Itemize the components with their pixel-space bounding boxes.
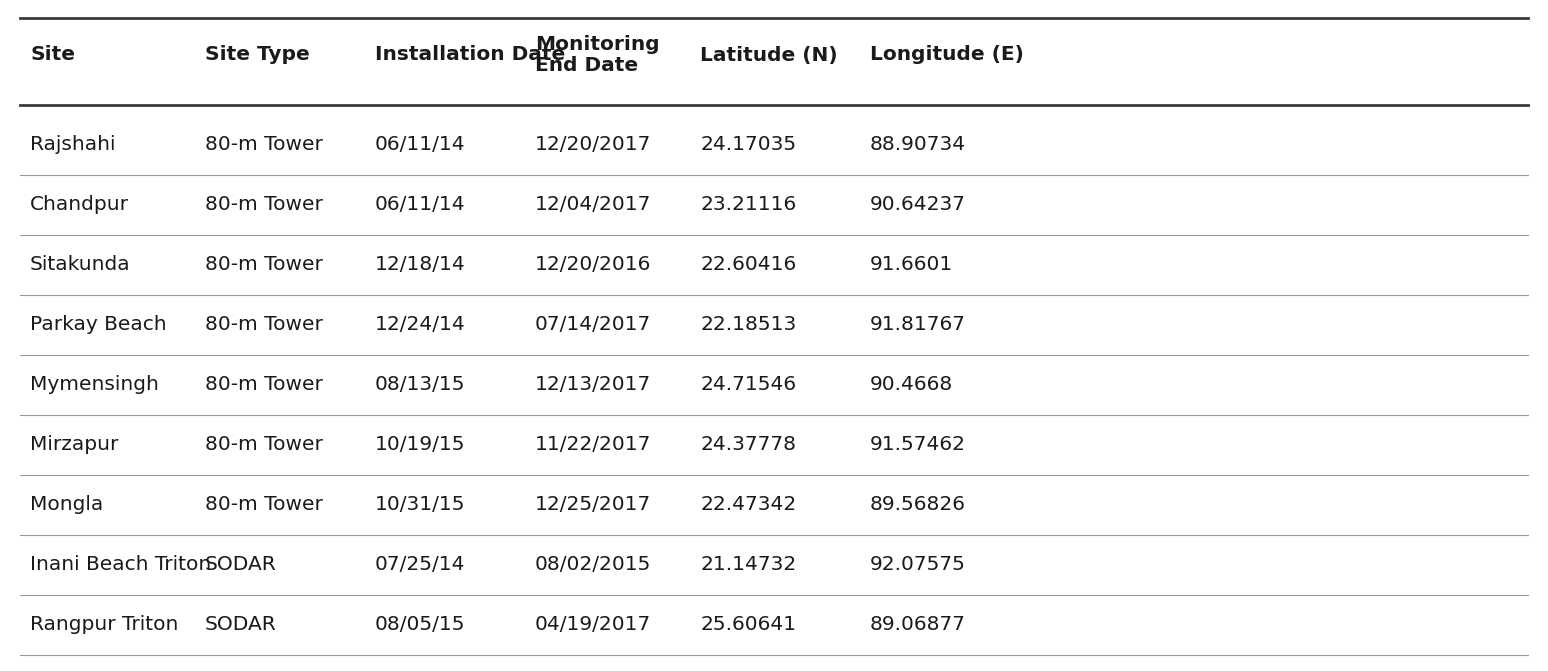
Text: Site Type: Site Type — [204, 46, 310, 64]
Text: 21.14732: 21.14732 — [700, 556, 796, 574]
Text: Parkay Beach: Parkay Beach — [29, 315, 167, 335]
Text: 80-m Tower: 80-m Tower — [204, 495, 324, 515]
Text: 80-m Tower: 80-m Tower — [204, 136, 324, 154]
Text: 80-m Tower: 80-m Tower — [204, 435, 324, 454]
Text: 90.64237: 90.64237 — [870, 195, 966, 215]
Text: Site: Site — [29, 46, 74, 64]
Text: 12/18/14: 12/18/14 — [375, 256, 466, 274]
Text: 80-m Tower: 80-m Tower — [204, 376, 324, 395]
Text: 92.07575: 92.07575 — [870, 556, 966, 574]
Text: 89.06877: 89.06877 — [870, 615, 966, 635]
Text: Rangpur Triton: Rangpur Triton — [29, 615, 178, 635]
Text: 25.60641: 25.60641 — [700, 615, 796, 635]
Text: Sitakunda: Sitakunda — [29, 256, 130, 274]
Text: SODAR: SODAR — [204, 615, 277, 635]
Text: 12/04/2017: 12/04/2017 — [536, 195, 652, 215]
Text: 22.47342: 22.47342 — [700, 495, 796, 515]
Text: 23.21116: 23.21116 — [700, 195, 796, 215]
Text: Mongla: Mongla — [29, 495, 104, 515]
Text: 80-m Tower: 80-m Tower — [204, 256, 324, 274]
Text: Rajshahi: Rajshahi — [29, 136, 116, 154]
Text: 08/02/2015: 08/02/2015 — [536, 556, 652, 574]
Text: 10/31/15: 10/31/15 — [375, 495, 466, 515]
Text: 08/05/15: 08/05/15 — [375, 615, 466, 635]
Text: 88.90734: 88.90734 — [870, 136, 966, 154]
Text: Mirzapur: Mirzapur — [29, 435, 118, 454]
Text: Longitude (E): Longitude (E) — [870, 46, 1023, 64]
Text: 04/19/2017: 04/19/2017 — [536, 615, 652, 635]
Text: 22.18513: 22.18513 — [700, 315, 796, 335]
Text: 06/11/14: 06/11/14 — [375, 136, 466, 154]
Text: 91.57462: 91.57462 — [870, 435, 966, 454]
Text: Chandpur: Chandpur — [29, 195, 128, 215]
Text: Monitoring
End Date: Monitoring End Date — [536, 35, 659, 75]
Text: 06/11/14: 06/11/14 — [375, 195, 466, 215]
Text: 08/13/15: 08/13/15 — [375, 376, 466, 395]
Text: 80-m Tower: 80-m Tower — [204, 315, 324, 335]
Text: 07/25/14: 07/25/14 — [375, 556, 466, 574]
Text: 80-m Tower: 80-m Tower — [204, 195, 324, 215]
Text: 24.37778: 24.37778 — [700, 435, 796, 454]
Text: 12/25/2017: 12/25/2017 — [536, 495, 652, 515]
Text: SODAR: SODAR — [204, 556, 277, 574]
Text: Mymensingh: Mymensingh — [29, 376, 159, 395]
Text: 24.17035: 24.17035 — [700, 136, 796, 154]
Text: 07/14/2017: 07/14/2017 — [536, 315, 652, 335]
Text: 11/22/2017: 11/22/2017 — [536, 435, 652, 454]
Text: 12/13/2017: 12/13/2017 — [536, 376, 652, 395]
Text: 12/20/2017: 12/20/2017 — [536, 136, 652, 154]
Text: 90.4668: 90.4668 — [870, 376, 954, 395]
Text: 24.71546: 24.71546 — [700, 376, 796, 395]
Text: 89.56826: 89.56826 — [870, 495, 966, 515]
Text: 10/19/15: 10/19/15 — [375, 435, 466, 454]
Text: 12/20/2016: 12/20/2016 — [536, 256, 652, 274]
Text: 91.6601: 91.6601 — [870, 256, 954, 274]
Text: Inani Beach Triton: Inani Beach Triton — [29, 556, 211, 574]
Text: 22.60416: 22.60416 — [700, 256, 796, 274]
Text: 91.81767: 91.81767 — [870, 315, 966, 335]
Text: Latitude (N): Latitude (N) — [700, 46, 837, 64]
Text: 12/24/14: 12/24/14 — [375, 315, 466, 335]
Text: Installation Date: Installation Date — [375, 46, 565, 64]
